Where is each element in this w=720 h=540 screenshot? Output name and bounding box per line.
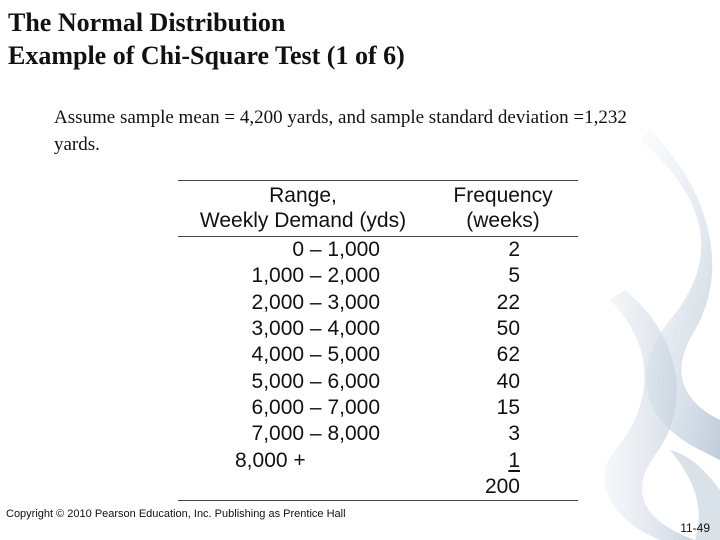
range-cell: 8,000 + (235, 448, 306, 472)
frequency-cell: 1 (428, 447, 578, 473)
frequency-cell: 62 (496, 343, 520, 367)
range-cell: 0 – 1,000 (292, 238, 380, 262)
table-row: 2,000 – 3,000 22 (178, 290, 578, 316)
background-swoosh-decoration (604, 130, 720, 540)
table-row: 1,000 – 2,000 5 (178, 263, 578, 289)
copyright-notice: Copyright © 2010 Pearson Education, Inc.… (6, 508, 346, 520)
range-cell: 6,000 – 7,000 (251, 395, 380, 419)
page-number: 11-49 (680, 521, 710, 535)
range-cell: 1,000 – 2,000 (251, 264, 380, 288)
last-frequency-value: 1 (508, 448, 520, 472)
header-frequency-line-1: Frequency (453, 184, 553, 207)
frequency-cell: 15 (496, 395, 520, 419)
slide-title: The Normal Distribution Example of Chi-S… (8, 6, 405, 72)
total-label-cell (178, 474, 428, 501)
range-cell: 3,000 – 4,000 (251, 317, 380, 341)
table-row: 7,000 – 8,000 3 (178, 421, 578, 447)
frequency-cell: 50 (496, 317, 520, 341)
table-row: 3,000 – 4,000 50 (178, 316, 578, 342)
range-cell: 5,000 – 6,000 (251, 369, 380, 393)
total-frequency-cell: 200 (484, 474, 520, 498)
table-header-row: Range, Weekly Demand (yds) Frequency (we… (178, 180, 578, 237)
table-row: 5,000 – 6,000 40 (178, 368, 578, 394)
assumption-text: Assume sample mean = 4,200 yards, and sa… (54, 107, 627, 155)
header-range-line-1: Range, (269, 184, 337, 207)
header-range: Range, Weekly Demand (yds) (178, 181, 428, 237)
frequency-cell: 5 (508, 264, 520, 288)
table-row: 4,000 – 5,000 62 (178, 342, 578, 368)
frequency-cell: 3 (508, 422, 520, 446)
frequency-table: Range, Weekly Demand (yds) Frequency (we… (178, 180, 578, 501)
slide-title-line-2: Example of Chi-Square Test (1 of 6) (8, 41, 405, 70)
range-cell: 7,000 – 8,000 (251, 422, 380, 446)
header-frequency: Frequency (weeks) (428, 181, 578, 237)
table-row: 0 – 1,000 2 (178, 237, 578, 264)
range-cell: 4,000 – 5,000 (251, 343, 380, 367)
table-row: 6,000 – 7,000 15 (178, 395, 578, 421)
slide-title-line-1: The Normal Distribution (8, 8, 286, 37)
frequency-cell: 2 (508, 238, 520, 262)
frequency-cell: 22 (496, 290, 520, 314)
table-row: 8,000 + 1 (178, 447, 578, 473)
range-cell: 2,000 – 3,000 (251, 290, 380, 314)
table-total-row: 200 (178, 474, 578, 501)
header-range-line-2: Weekly Demand (yds) (199, 209, 407, 232)
frequency-cell: 40 (496, 369, 520, 393)
header-frequency-line-2: (weeks) (466, 209, 540, 232)
